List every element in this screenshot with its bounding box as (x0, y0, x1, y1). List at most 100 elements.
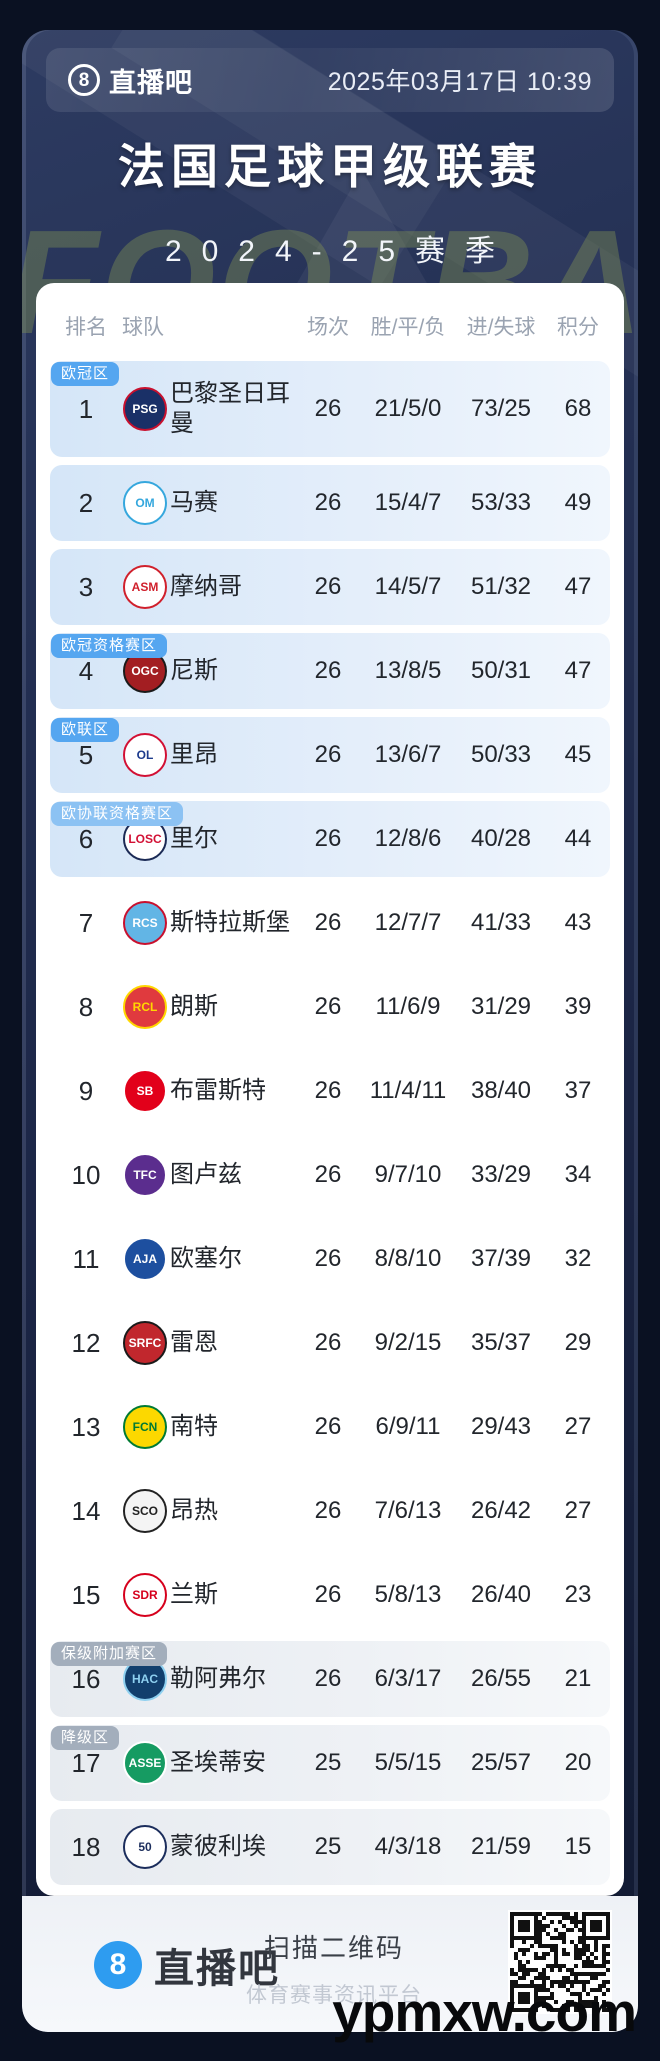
team-logo: ASM (122, 565, 168, 609)
goals-for-against: 26/42 (470, 1497, 532, 1524)
team-rank: 10 (71, 1159, 101, 1190)
points: 45 (564, 741, 592, 768)
team-rank: 18 (71, 1831, 101, 1862)
page-title: 法国足球甲级联赛 (118, 140, 542, 193)
team-name: 斯特拉斯堡 (170, 909, 290, 936)
points: 68 (564, 395, 592, 422)
team-name: 布雷斯特 (170, 1077, 266, 1104)
win-draw-loss: 11/6/9 (375, 993, 441, 1020)
team-logo: ASSE (122, 1741, 168, 1785)
goals-for-against: 21/59 (470, 1833, 532, 1860)
matches-played: 26 (314, 1329, 342, 1356)
team-name: 里昂 (170, 741, 218, 768)
col-played: 场次 (307, 316, 349, 339)
qr-caption: 扫描二维码 体育赛事资讯平台 (246, 1928, 422, 2009)
team-rank: 4 (78, 655, 94, 686)
matches-played: 26 (314, 1077, 342, 1104)
team-name: 朗斯 (170, 993, 218, 1020)
team-logo: PSG (122, 387, 168, 431)
win-draw-loss: 12/8/6 (374, 825, 442, 852)
club-crest-icon: 50 (123, 1825, 167, 1869)
club-crest-icon: TFC (123, 1153, 167, 1197)
win-draw-loss: 15/4/7 (374, 489, 442, 516)
qr-code (508, 1910, 612, 2014)
goals-for-against: 51/32 (470, 573, 532, 600)
team-rank: 17 (71, 1747, 101, 1778)
points: 43 (564, 909, 592, 936)
goals-for-against: 37/39 (470, 1245, 532, 1272)
zhibo8-circle-icon: 8 (68, 64, 100, 96)
table-row: 欧联区 5 OL 里昂 26 13/6/7 50/33 45 (50, 717, 610, 793)
team-name: 摩纳哥 (170, 573, 242, 600)
points: 27 (564, 1497, 592, 1524)
points: 15 (564, 1833, 592, 1860)
zone-badge: 欧协联资格赛区 (51, 802, 184, 826)
win-draw-loss: 13/6/7 (374, 741, 442, 768)
club-crest-icon: AJA (123, 1237, 167, 1281)
team-name: 昂热 (170, 1497, 218, 1524)
table-row: 18 50 蒙彼利埃 25 4/3/18 21/59 15 (50, 1809, 610, 1885)
team-rank: 13 (71, 1411, 101, 1442)
club-crest-icon: FCN (123, 1405, 167, 1449)
team-rank: 6 (78, 823, 94, 854)
win-draw-loss: 5/8/13 (374, 1581, 442, 1608)
zone-badge: 降级区 (51, 1726, 120, 1750)
table-row: 3 ASM 摩纳哥 26 14/5/7 51/32 47 (50, 549, 610, 625)
app-logo: 8 直播吧 (68, 61, 193, 100)
matches-played: 26 (314, 1581, 342, 1608)
col-wdl: 胜/平/负 (370, 316, 446, 339)
goals-for-against: 25/57 (470, 1749, 532, 1776)
matches-played: 26 (314, 573, 342, 600)
team-name: 勒阿弗尔 (170, 1665, 266, 1692)
qr-title: 扫描二维码 (263, 1933, 404, 1963)
goals-for-against: 29/43 (470, 1413, 532, 1440)
win-draw-loss: 11/4/11 (369, 1077, 447, 1104)
team-rank: 15 (71, 1579, 101, 1610)
team-rank: 2 (78, 487, 94, 518)
club-crest-icon: ASSE (123, 1741, 167, 1785)
points: 44 (564, 825, 592, 852)
team-rank: 9 (78, 1075, 94, 1106)
date-time: 2025年03月17日 10:39 (327, 68, 592, 96)
team-rank: 11 (72, 1243, 100, 1274)
team-logo: RCL (122, 985, 168, 1029)
goals-for-against: 50/33 (470, 741, 532, 768)
goals-for-against: 33/29 (470, 1161, 532, 1188)
club-crest-icon: SB (123, 1069, 167, 1113)
team-logo: OM (122, 481, 168, 525)
footer: 8 直播吧 扫描二维码 体育赛事资讯平台 (22, 1896, 638, 2032)
team-logo: SDR (122, 1573, 168, 1617)
goals-for-against: 31/29 (470, 993, 532, 1020)
goals-for-against: 35/37 (470, 1329, 532, 1356)
club-crest-icon: RCL (123, 985, 167, 1029)
matches-played: 26 (314, 1161, 342, 1188)
team-rank: 7 (78, 907, 94, 938)
team-logo: 50 (122, 1825, 168, 1869)
win-draw-loss: 7/6/13 (374, 1497, 442, 1524)
matches-played: 26 (314, 1497, 342, 1524)
points: 49 (564, 489, 592, 516)
matches-played: 25 (314, 1833, 342, 1860)
team-name: 兰斯 (170, 1581, 218, 1608)
qr-subtitle: 体育赛事资讯平台 (246, 1984, 422, 2007)
club-crest-icon: SCO (123, 1489, 167, 1533)
club-crest-icon: PSG (123, 387, 167, 431)
team-logo: AJA (122, 1237, 168, 1281)
team-logo: SRFC (122, 1321, 168, 1365)
standings-card: 排名 球队 场次 胜/平/负 进/失球 积分 欧冠区 1 PSG 巴黎圣日耳曼 … (36, 283, 624, 1896)
points: 29 (564, 1329, 592, 1356)
team-name: 马赛 (170, 489, 218, 516)
table-rows: 欧冠区 1 PSG 巴黎圣日耳曼 26 21/5/0 73/25 68 2 OM… (50, 361, 610, 1893)
team-name: 圣埃蒂安 (170, 1749, 266, 1776)
table-row: 13 FCN 南特 26 6/9/11 29/43 27 (50, 1389, 610, 1465)
footer-logo-text: 直播吧 (154, 1947, 280, 1991)
site-watermark: ypmxw.com (332, 1981, 637, 2043)
zone-badge: 保级附加赛区 (51, 1642, 168, 1666)
team-name: 巴黎圣日耳曼 (170, 380, 290, 437)
club-crest-icon: OM (123, 481, 167, 525)
points: 39 (564, 993, 592, 1020)
team-rank: 16 (71, 1663, 101, 1694)
goals-for-against: 41/33 (470, 909, 532, 936)
win-draw-loss: 14/5/7 (374, 573, 442, 600)
table-row: 2 OM 马赛 26 15/4/7 53/33 49 (50, 465, 610, 541)
